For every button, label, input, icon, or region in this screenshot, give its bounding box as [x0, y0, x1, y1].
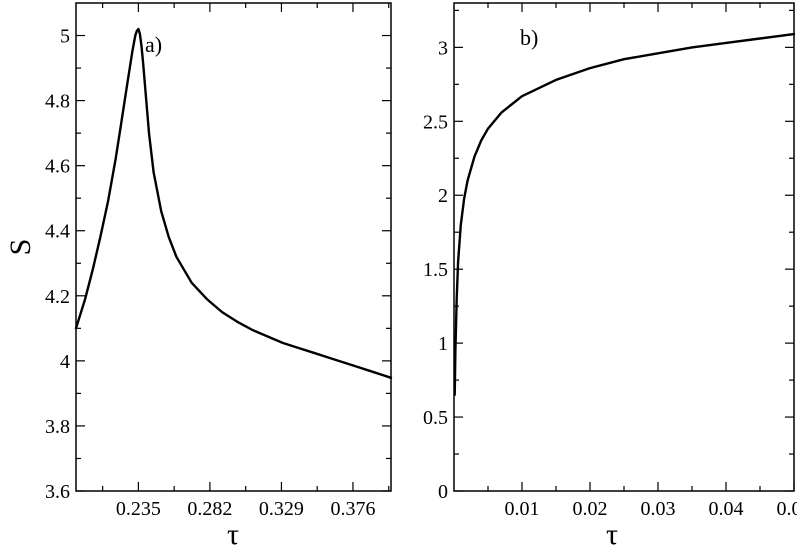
panel-b-xtick-label: 0.03 — [641, 498, 676, 520]
panel-b-series-line — [453, 32, 796, 397]
panel-b-xtick-label: 0.05 — [777, 498, 797, 520]
panel-a-ytick-label: 3.8 — [45, 416, 70, 438]
panel-b-ytick-label: 0 — [438, 481, 448, 503]
panel-a-frame — [75, 2, 392, 492]
panel-a-xtick-label: 0.282 — [187, 498, 232, 520]
panel-b-frame — [453, 2, 795, 492]
panel-b-xtick-label: 0.04 — [709, 498, 744, 520]
panel-a: 0.235 0.282 0.329 0.376 3.6 3.8 4 4.2 4.4 4.6 4.8 5… — [4, 2, 393, 546]
panel-b-ytick-label: 3 — [438, 37, 448, 59]
panel-b: 0.01 0.02 0.03 0.04 0.05 0 0.5 1 1.5 2 2.5 3 b) τ — [423, 2, 797, 546]
panel-a-label: a) — [145, 32, 162, 57]
panel-b-xtick-label: 0.02 — [573, 498, 608, 520]
panel-b-tick-labels: 0.01 0.02 0.03 0.04 0.05 0 0.5 1 1.5 2 2.5 3 — [423, 37, 797, 520]
panel-b-ytick-label: 2.5 — [423, 111, 448, 133]
panel-b-xtick-label: 0.01 — [505, 498, 540, 520]
panel-a-tick-labels: 0.235 0.282 0.329 0.376 3.6 3.8 4 4.2 4.4 4.6 4.8 5 — [45, 26, 375, 520]
panel-a-ytick-label: 4.8 — [45, 91, 70, 113]
panel-a-ytick-label: 4.6 — [45, 156, 70, 178]
panel-a-series-line — [74, 27, 393, 379]
panel-a-ytick-label: 3.6 — [45, 481, 70, 503]
panel-a-xlabel: τ — [227, 518, 239, 546]
panel-a-ytick-label: 4 — [60, 351, 70, 373]
panel-a-xtick-label: 0.376 — [330, 498, 375, 520]
panel-b-xlabel: τ — [606, 518, 618, 546]
panel-a-ylabel: S — [4, 239, 37, 256]
panel-b-ticks — [454, 3, 795, 492]
panel-b-ytick-label: 0.5 — [423, 407, 448, 429]
panel-a-xtick-label: 0.235 — [116, 498, 161, 520]
panel-a-ticks — [76, 3, 391, 492]
panel-a-ytick-label: 4.2 — [45, 286, 70, 308]
panel-b-ytick-label: 1 — [438, 333, 448, 355]
panel-b-ytick-label: 2 — [438, 185, 448, 207]
panel-b-ytick-label: 1.5 — [423, 259, 448, 281]
panel-b-label: b) — [520, 25, 538, 50]
panel-a-xtick-label: 0.329 — [259, 498, 304, 520]
panel-a-ytick-label: 4.4 — [45, 221, 70, 243]
panel-a-ytick-label: 5 — [60, 26, 70, 48]
